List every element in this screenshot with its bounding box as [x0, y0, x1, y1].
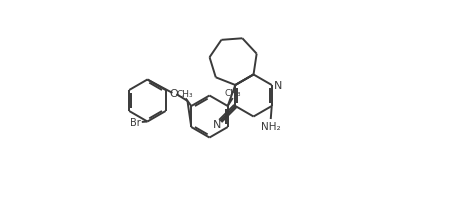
Text: N: N [213, 119, 221, 129]
Text: N: N [274, 81, 282, 91]
Text: CH₃: CH₃ [224, 89, 241, 98]
Text: CH₃: CH₃ [177, 89, 194, 98]
Text: NH₂: NH₂ [261, 121, 281, 131]
Text: Br: Br [130, 117, 141, 127]
Text: O: O [170, 89, 178, 99]
